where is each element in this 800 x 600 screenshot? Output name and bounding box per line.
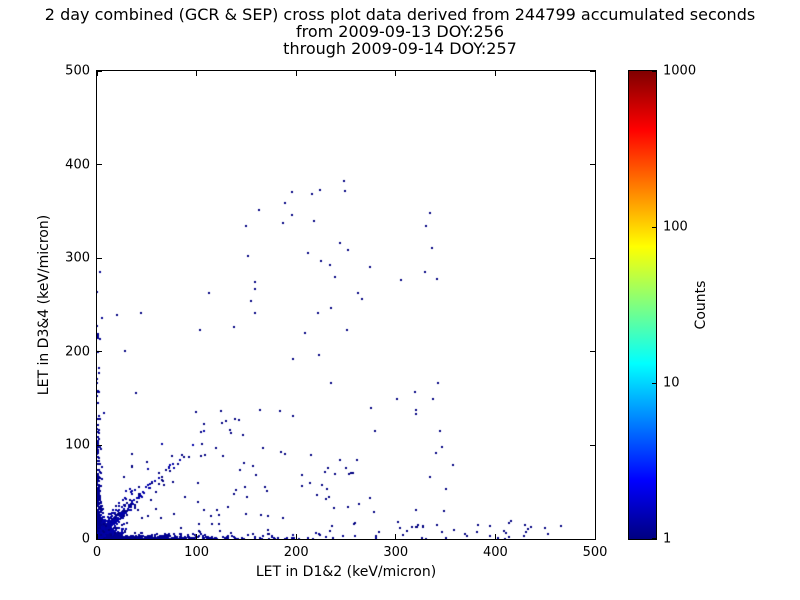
y-tick-mark-right <box>590 538 595 540</box>
x-tick-mark <box>395 534 397 539</box>
x-tick-label: 100 <box>184 545 210 560</box>
y-tick-mark-right <box>590 444 595 446</box>
y-tick-label: 500 <box>65 63 90 79</box>
x-tick-mark <box>295 534 297 539</box>
y-tick-label: 300 <box>65 250 90 266</box>
y-tick-label: 200 <box>65 344 90 360</box>
colorbar-tick-mark <box>652 538 656 539</box>
y-tick-mark-right <box>590 257 595 259</box>
colorbar-tick-mark <box>652 226 656 228</box>
chart-subtitle-through: through 2009-09-14 DOY:257 <box>283 39 517 58</box>
x-tick-mark <box>494 534 496 539</box>
colorbar <box>628 70 657 540</box>
x-tick-mark-top <box>295 71 297 76</box>
y-tick-mark <box>97 538 102 540</box>
x-tick-label: 300 <box>383 545 409 560</box>
y-tick-mark <box>97 444 102 446</box>
colorbar-tick-mark <box>652 71 656 72</box>
y-tick-mark-right <box>590 351 595 353</box>
x-tick-label: 200 <box>283 545 309 560</box>
scatter-canvas <box>97 71 595 539</box>
y-tick-mark <box>97 351 102 353</box>
x-tick-label: 0 <box>92 545 102 560</box>
x-tick-mark <box>594 534 596 539</box>
x-tick-label: 400 <box>482 545 508 560</box>
y-tick-label: 100 <box>65 437 90 453</box>
chart-title: 2 day combined (GCR & SEP) cross plot da… <box>44 5 756 24</box>
y-axis-label: LET in D3&4 (keV/micron) <box>36 214 52 396</box>
colorbar-tick-label: 1000 <box>663 63 697 79</box>
x-tick-mark <box>96 534 98 539</box>
x-tick-mark-top <box>196 71 198 76</box>
y-tick-mark <box>97 164 102 166</box>
y-tick-mark-right <box>590 164 595 166</box>
colorbar-tick-label: 1 <box>663 531 672 547</box>
x-tick-label: 500 <box>582 545 608 560</box>
y-tick-label: 0 <box>81 531 90 547</box>
colorbar-tick-mark <box>652 382 656 384</box>
chart-subtitle-from: from 2009-09-13 DOY:256 <box>295 22 504 41</box>
y-tick-mark <box>97 257 102 259</box>
colorbar-label: Counts <box>693 280 709 330</box>
x-tick-mark-top <box>395 71 397 76</box>
colorbar-tick-label: 10 <box>663 375 680 391</box>
x-tick-mark-top <box>96 71 98 76</box>
y-tick-label: 400 <box>65 157 90 173</box>
x-tick-mark-top <box>494 71 496 76</box>
x-tick-mark-top <box>594 71 596 76</box>
colorbar-tick-label: 100 <box>663 219 688 235</box>
y-tick-mark <box>97 70 102 72</box>
x-tick-mark <box>196 534 198 539</box>
y-tick-mark-right <box>590 70 595 72</box>
plot-area <box>96 70 596 540</box>
x-axis-label: LET in D1&2 (keV/micron) <box>255 564 437 580</box>
